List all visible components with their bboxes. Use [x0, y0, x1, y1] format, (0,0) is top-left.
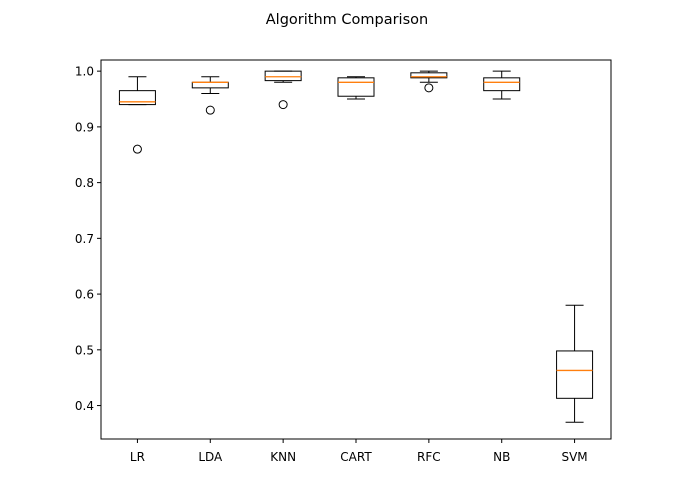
- x-tick-label: LDA: [198, 450, 223, 464]
- y-tick-label: 1.0: [75, 65, 94, 79]
- x-tick-label: KNN: [270, 450, 296, 464]
- outlier-point: [278, 100, 288, 110]
- box-svm: [556, 350, 594, 399]
- x-tick-label: CART: [340, 450, 372, 464]
- plot-area: 0.4 0.5 0.6 0.7 0.8 0.9 1.0 LR LDA KNN CART RFC NB SV…: [75, 65, 594, 464]
- x-tick-label: RFC: [417, 450, 441, 464]
- x-tick-label: SVM: [561, 450, 587, 464]
- outlier-point: [424, 83, 434, 93]
- y-tick-label: 0.8: [75, 176, 94, 190]
- y-tick-label: 0.9: [75, 120, 94, 134]
- box-cart: [337, 77, 375, 97]
- x-tick-label: LR: [130, 450, 145, 464]
- box-rfc: [410, 72, 448, 79]
- axes-frame: [100, 59, 612, 440]
- chart-title: Algorithm Comparison: [266, 12, 428, 28]
- y-tick-label: 0.4: [75, 399, 94, 413]
- box-knn: [264, 70, 302, 82]
- outlier-point: [205, 105, 215, 115]
- x-tick-label: NB: [493, 450, 510, 464]
- box-nb: [483, 77, 521, 92]
- box-lr: [118, 90, 156, 106]
- outlier-point: [132, 144, 142, 154]
- y-tick-label: 0.5: [75, 343, 94, 357]
- y-tick-label: 0.6: [75, 288, 94, 302]
- y-tick-label: 0.7: [75, 232, 94, 246]
